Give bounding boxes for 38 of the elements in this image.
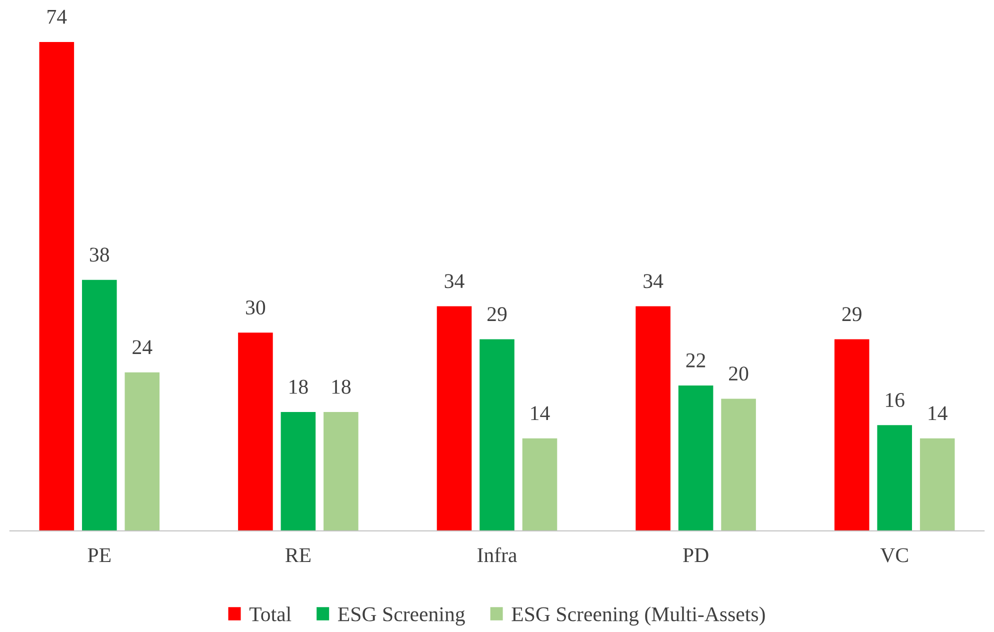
bar (522, 438, 558, 531)
data-label: 18 (332, 380, 351, 394)
bar (480, 339, 514, 531)
data-label: 22 (686, 353, 706, 368)
bar (39, 42, 74, 531)
data-label: 18 (290, 380, 308, 394)
data-label: 14 (531, 406, 550, 420)
data-label: 34 (644, 274, 664, 288)
data-label: 16 (886, 393, 904, 408)
legend-label: ESG Screening (Multi-Assets) (512, 606, 765, 626)
bar (324, 412, 358, 531)
bar (124, 372, 160, 531)
bar (238, 332, 273, 531)
data-label: 38 (90, 248, 110, 262)
bar (721, 398, 756, 531)
x-tick-label: PE (88, 548, 111, 562)
data-label: 14 (928, 406, 948, 420)
data-label: 20 (729, 366, 748, 381)
bar (436, 306, 472, 531)
data-label: 29 (842, 307, 862, 322)
data-label: 74 (48, 10, 67, 24)
data-label: 24 (132, 340, 152, 354)
legend-label: Total (249, 606, 292, 622)
bar (920, 438, 955, 531)
data-label: 29 (488, 307, 507, 322)
bar (280, 412, 316, 531)
data-label: 34 (444, 274, 464, 288)
legend-label: ESG Screening (338, 607, 465, 626)
bar (636, 306, 670, 531)
x-tick-label: PD (683, 548, 708, 562)
x-tick-label: RE (285, 548, 310, 562)
x-tick-label: VC (880, 548, 908, 562)
bar (877, 425, 912, 531)
data-label: 30 (246, 300, 266, 315)
x-tick-label: Infra (478, 547, 517, 562)
bar (834, 339, 870, 531)
bar (678, 386, 714, 531)
bar (82, 280, 117, 531)
